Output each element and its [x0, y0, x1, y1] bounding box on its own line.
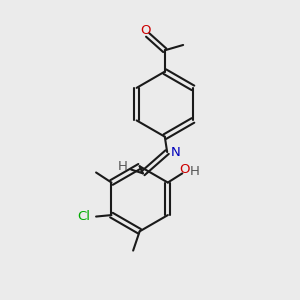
- Text: H: H: [117, 160, 127, 173]
- Text: O: O: [179, 163, 189, 176]
- Text: N: N: [171, 146, 181, 159]
- Text: Cl: Cl: [77, 210, 90, 223]
- Text: O: O: [140, 24, 151, 37]
- Text: H: H: [190, 165, 200, 178]
